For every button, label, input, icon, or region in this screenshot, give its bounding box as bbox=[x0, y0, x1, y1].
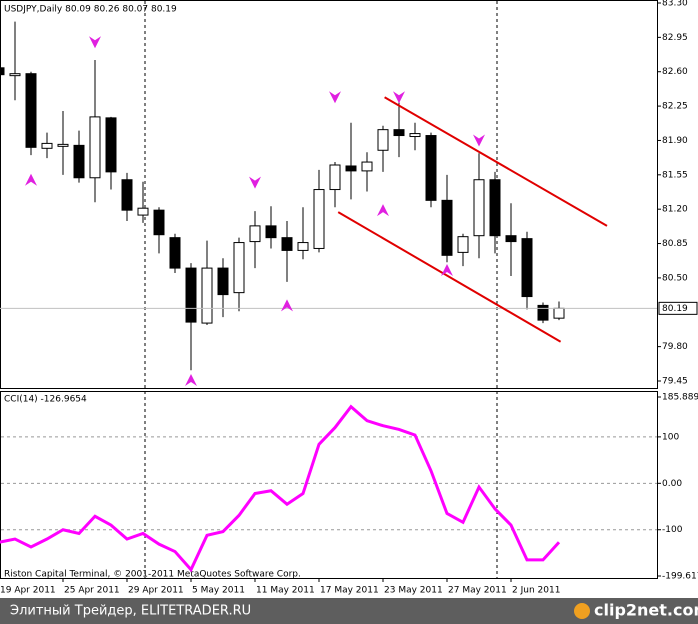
x-tick-label: 29 Apr 2011 bbox=[128, 586, 184, 596]
fractal-arrow bbox=[393, 91, 405, 104]
candle-body bbox=[537, 304, 549, 321]
y-tick-label: 80.85 bbox=[662, 239, 688, 249]
y-tick-label: 80.50 bbox=[662, 273, 688, 283]
x-tick-label: 23 May 2011 bbox=[384, 586, 443, 596]
candle-body bbox=[345, 165, 357, 172]
y-tick-label: 100 bbox=[662, 432, 679, 442]
candle-body bbox=[73, 144, 85, 179]
candle-body bbox=[489, 179, 501, 237]
y-tick-label: 79.45 bbox=[662, 377, 688, 387]
candle-body bbox=[169, 237, 181, 269]
fractal-arrow bbox=[25, 173, 37, 186]
candle-body bbox=[473, 179, 485, 237]
fractal-arrow bbox=[377, 204, 389, 217]
cci-line bbox=[0, 404, 561, 573]
candle-body bbox=[185, 267, 197, 323]
fractal-arrow bbox=[441, 264, 453, 277]
logo: clip2net.com bbox=[594, 601, 698, 620]
candle-body bbox=[361, 161, 373, 172]
candle-body bbox=[105, 117, 117, 173]
candle-body bbox=[121, 179, 133, 211]
y-tick-label: 185.8894 bbox=[662, 393, 698, 403]
chart-title: USDJPY,Daily 80.09 80.26 80.07 80.19 bbox=[4, 5, 177, 15]
candle-body bbox=[0, 67, 5, 76]
fractal-arrow bbox=[249, 176, 261, 189]
candle-body bbox=[297, 242, 309, 251]
candle-body bbox=[409, 133, 421, 138]
candle-body bbox=[153, 209, 165, 236]
fractal-arrow bbox=[185, 374, 197, 387]
y-tick-label: 82.60 bbox=[662, 67, 688, 77]
candle-body bbox=[137, 207, 149, 216]
y-tick-label: 81.90 bbox=[662, 136, 688, 146]
y-tick-label: -100 bbox=[662, 525, 683, 535]
y-tick-label: 79.80 bbox=[662, 342, 688, 352]
y-tick-label: 82.95 bbox=[662, 33, 688, 43]
candle-body bbox=[89, 116, 101, 179]
candle-body bbox=[457, 236, 469, 253]
current-price-label: 80.19 bbox=[662, 304, 688, 314]
y-tick-label: 83.30 bbox=[662, 0, 688, 9]
candle-body bbox=[265, 225, 277, 239]
y-tick-label: 81.20 bbox=[662, 205, 688, 215]
fractal-arrow bbox=[329, 91, 341, 104]
candle-body bbox=[249, 225, 261, 243]
current-price-box bbox=[658, 301, 698, 315]
price-panel bbox=[0, 0, 658, 389]
candle-body bbox=[233, 242, 245, 294]
y-tick-label: 82.25 bbox=[662, 102, 688, 112]
candle-body bbox=[25, 73, 37, 148]
footer-caption: Элитный Трейдер, ELITETRADER.RU bbox=[10, 604, 251, 619]
candle-body bbox=[441, 199, 453, 256]
fractal-arrow bbox=[89, 36, 101, 49]
x-tick-label: 5 May 2011 bbox=[192, 586, 245, 596]
candle-body bbox=[393, 129, 405, 137]
cci-title: CCI(14) -126.9654 bbox=[4, 395, 87, 405]
candle-body bbox=[201, 267, 213, 324]
x-tick-label: 2 Jun 2011 bbox=[512, 586, 560, 596]
candle-body bbox=[505, 235, 517, 243]
candle-body bbox=[313, 189, 325, 249]
fractal-arrow bbox=[473, 134, 485, 147]
x-tick-label: 25 Apr 2011 bbox=[64, 586, 120, 596]
trendline bbox=[337, 211, 562, 343]
candle-body bbox=[521, 238, 533, 298]
x-tick-label: 11 May 2011 bbox=[256, 586, 315, 596]
x-tick-label: 19 Apr 2011 bbox=[0, 586, 56, 596]
candle-body bbox=[553, 307, 565, 319]
copyright: Riston Capital Terminal, © 2001-2011 Met… bbox=[4, 570, 301, 580]
candle-body bbox=[57, 143, 69, 147]
candle-body bbox=[425, 135, 437, 201]
candle-body bbox=[217, 267, 229, 296]
y-tick-label: 0.00 bbox=[662, 479, 682, 489]
cci-panel bbox=[0, 391, 658, 579]
y-tick-label: -199.617 bbox=[662, 572, 698, 582]
candle-body bbox=[377, 129, 389, 151]
x-tick-label: 27 May 2011 bbox=[448, 586, 507, 596]
fractal-arrow bbox=[281, 299, 293, 312]
y-tick-label: 81.55 bbox=[662, 170, 688, 180]
candle-body bbox=[281, 237, 293, 251]
logo-icon bbox=[574, 603, 590, 619]
candle-body bbox=[329, 164, 341, 191]
x-tick-label: 17 May 2011 bbox=[320, 586, 379, 596]
candle-body bbox=[41, 142, 53, 149]
candle-body bbox=[9, 73, 21, 77]
trendline bbox=[384, 96, 608, 227]
